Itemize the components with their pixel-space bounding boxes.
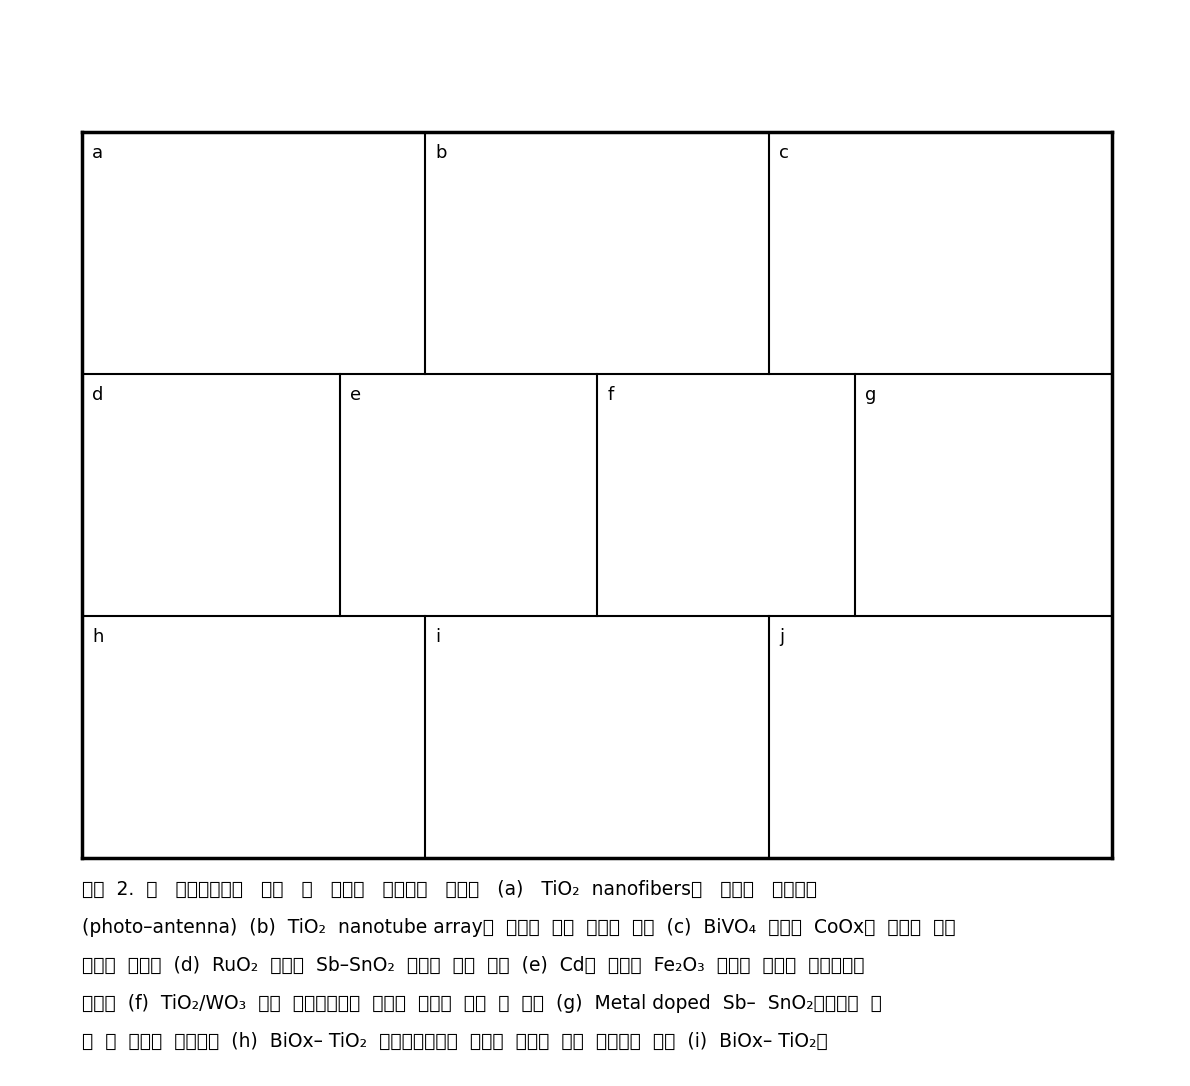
Text: h: h [93,628,104,646]
Text: 기촉매  물산화  (d)  RuO₂  전극과  Sb–SnO₂  전극의  효율  비교  (e)  Cd이  도핑된  Fe₂O₃  전극을  이용한  : 기촉매 물산화 (d) RuO₂ 전극과 Sb–SnO₂ 전극의 효율 비교 (… [82,956,864,975]
Text: b: b [436,144,447,162]
Text: d: d [93,387,104,404]
Text: 그림  2.  본   연구그룹에서   연구   및   발표된   연구관련   결과들   (a)   TiO₂  nanofibers를   이용한  : 그림 2. 본 연구그룹에서 연구 및 발표된 연구관련 결과들 (a) TiO… [82,880,818,899]
Text: i: i [436,628,440,646]
Text: j: j [779,628,784,646]
Text: a: a [93,144,104,162]
Text: 물산화  (f)  TiO₂/WO₃  복합  광전기촉매를  이용한  태양광  전환  및  저장  (g)  Metal doped  Sb–  SnO₂: 물산화 (f) TiO₂/WO₃ 복합 광전기촉매를 이용한 태양광 전환 및 … [82,994,882,1013]
Text: g: g [865,387,876,404]
Text: f: f [607,387,614,404]
Text: (​photo–antenna)  (b)  TiO₂  nanotube array의  표면에  따른  광활성  차이  (c)  BiVO₄  전극과 : (​photo–antenna) (b) TiO₂ nanotube array… [82,918,956,937]
Text: e: e [350,387,361,404]
Text: c: c [779,144,789,162]
Text: 발  및  수처리  성능비교  (h)  BiOx– TiO₂  양면전기촉매를  활용한  광전기  촉매  활성평가  전극  (i)  BiOx– Ti: 발 및 수처리 성능비교 (h) BiOx– TiO₂ 양면전기촉매를 활용한 … [82,1032,828,1051]
